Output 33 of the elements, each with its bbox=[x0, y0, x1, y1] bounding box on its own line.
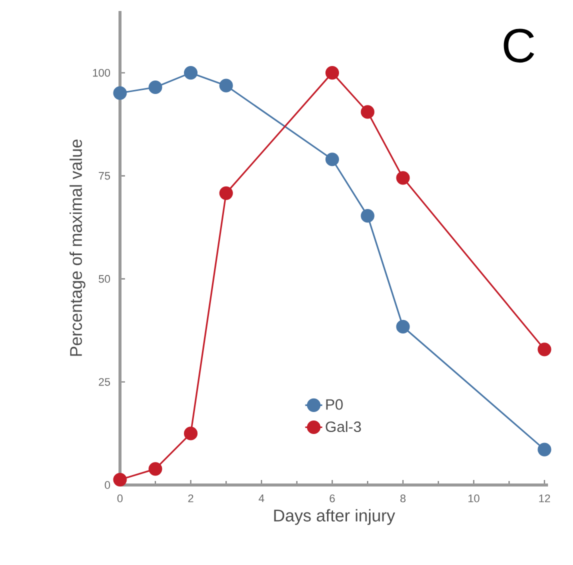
point bbox=[538, 442, 552, 456]
x-tick-label: 10 bbox=[468, 494, 480, 502]
point bbox=[113, 472, 127, 486]
x-axis-title: Days after injury bbox=[274, 509, 396, 525]
point bbox=[219, 186, 233, 200]
point bbox=[113, 86, 127, 100]
point bbox=[148, 80, 162, 94]
point bbox=[396, 171, 410, 185]
annotation: C bbox=[504, 28, 534, 63]
x-tick-label: 0 bbox=[117, 494, 123, 502]
x-tick-label: 4 bbox=[258, 494, 264, 502]
x-tick-label: 12 bbox=[539, 494, 550, 502]
point bbox=[360, 209, 374, 223]
point bbox=[325, 66, 340, 80]
point bbox=[219, 78, 233, 92]
point bbox=[184, 426, 198, 440]
legend-label: P0 bbox=[326, 399, 343, 410]
x-tick-label: 8 bbox=[400, 494, 406, 502]
point bbox=[538, 342, 552, 356]
point bbox=[148, 462, 162, 476]
legend-label: Gal-3 bbox=[326, 421, 361, 432]
y-tick-label: 25 bbox=[98, 378, 110, 386]
x-tick-label: 2 bbox=[188, 494, 194, 502]
point bbox=[184, 66, 198, 80]
point bbox=[396, 320, 410, 334]
y-tick-label: 75 bbox=[98, 172, 110, 180]
point bbox=[325, 152, 340, 166]
x-tick-label: 6 bbox=[330, 494, 335, 502]
point bbox=[360, 105, 374, 119]
y-tick-label: 100 bbox=[93, 68, 110, 77]
y-tick-label: 50 bbox=[98, 275, 110, 283]
y-tick-label: 0 bbox=[104, 481, 110, 489]
y-axis-title: Percentage of maximal value bbox=[70, 140, 86, 356]
